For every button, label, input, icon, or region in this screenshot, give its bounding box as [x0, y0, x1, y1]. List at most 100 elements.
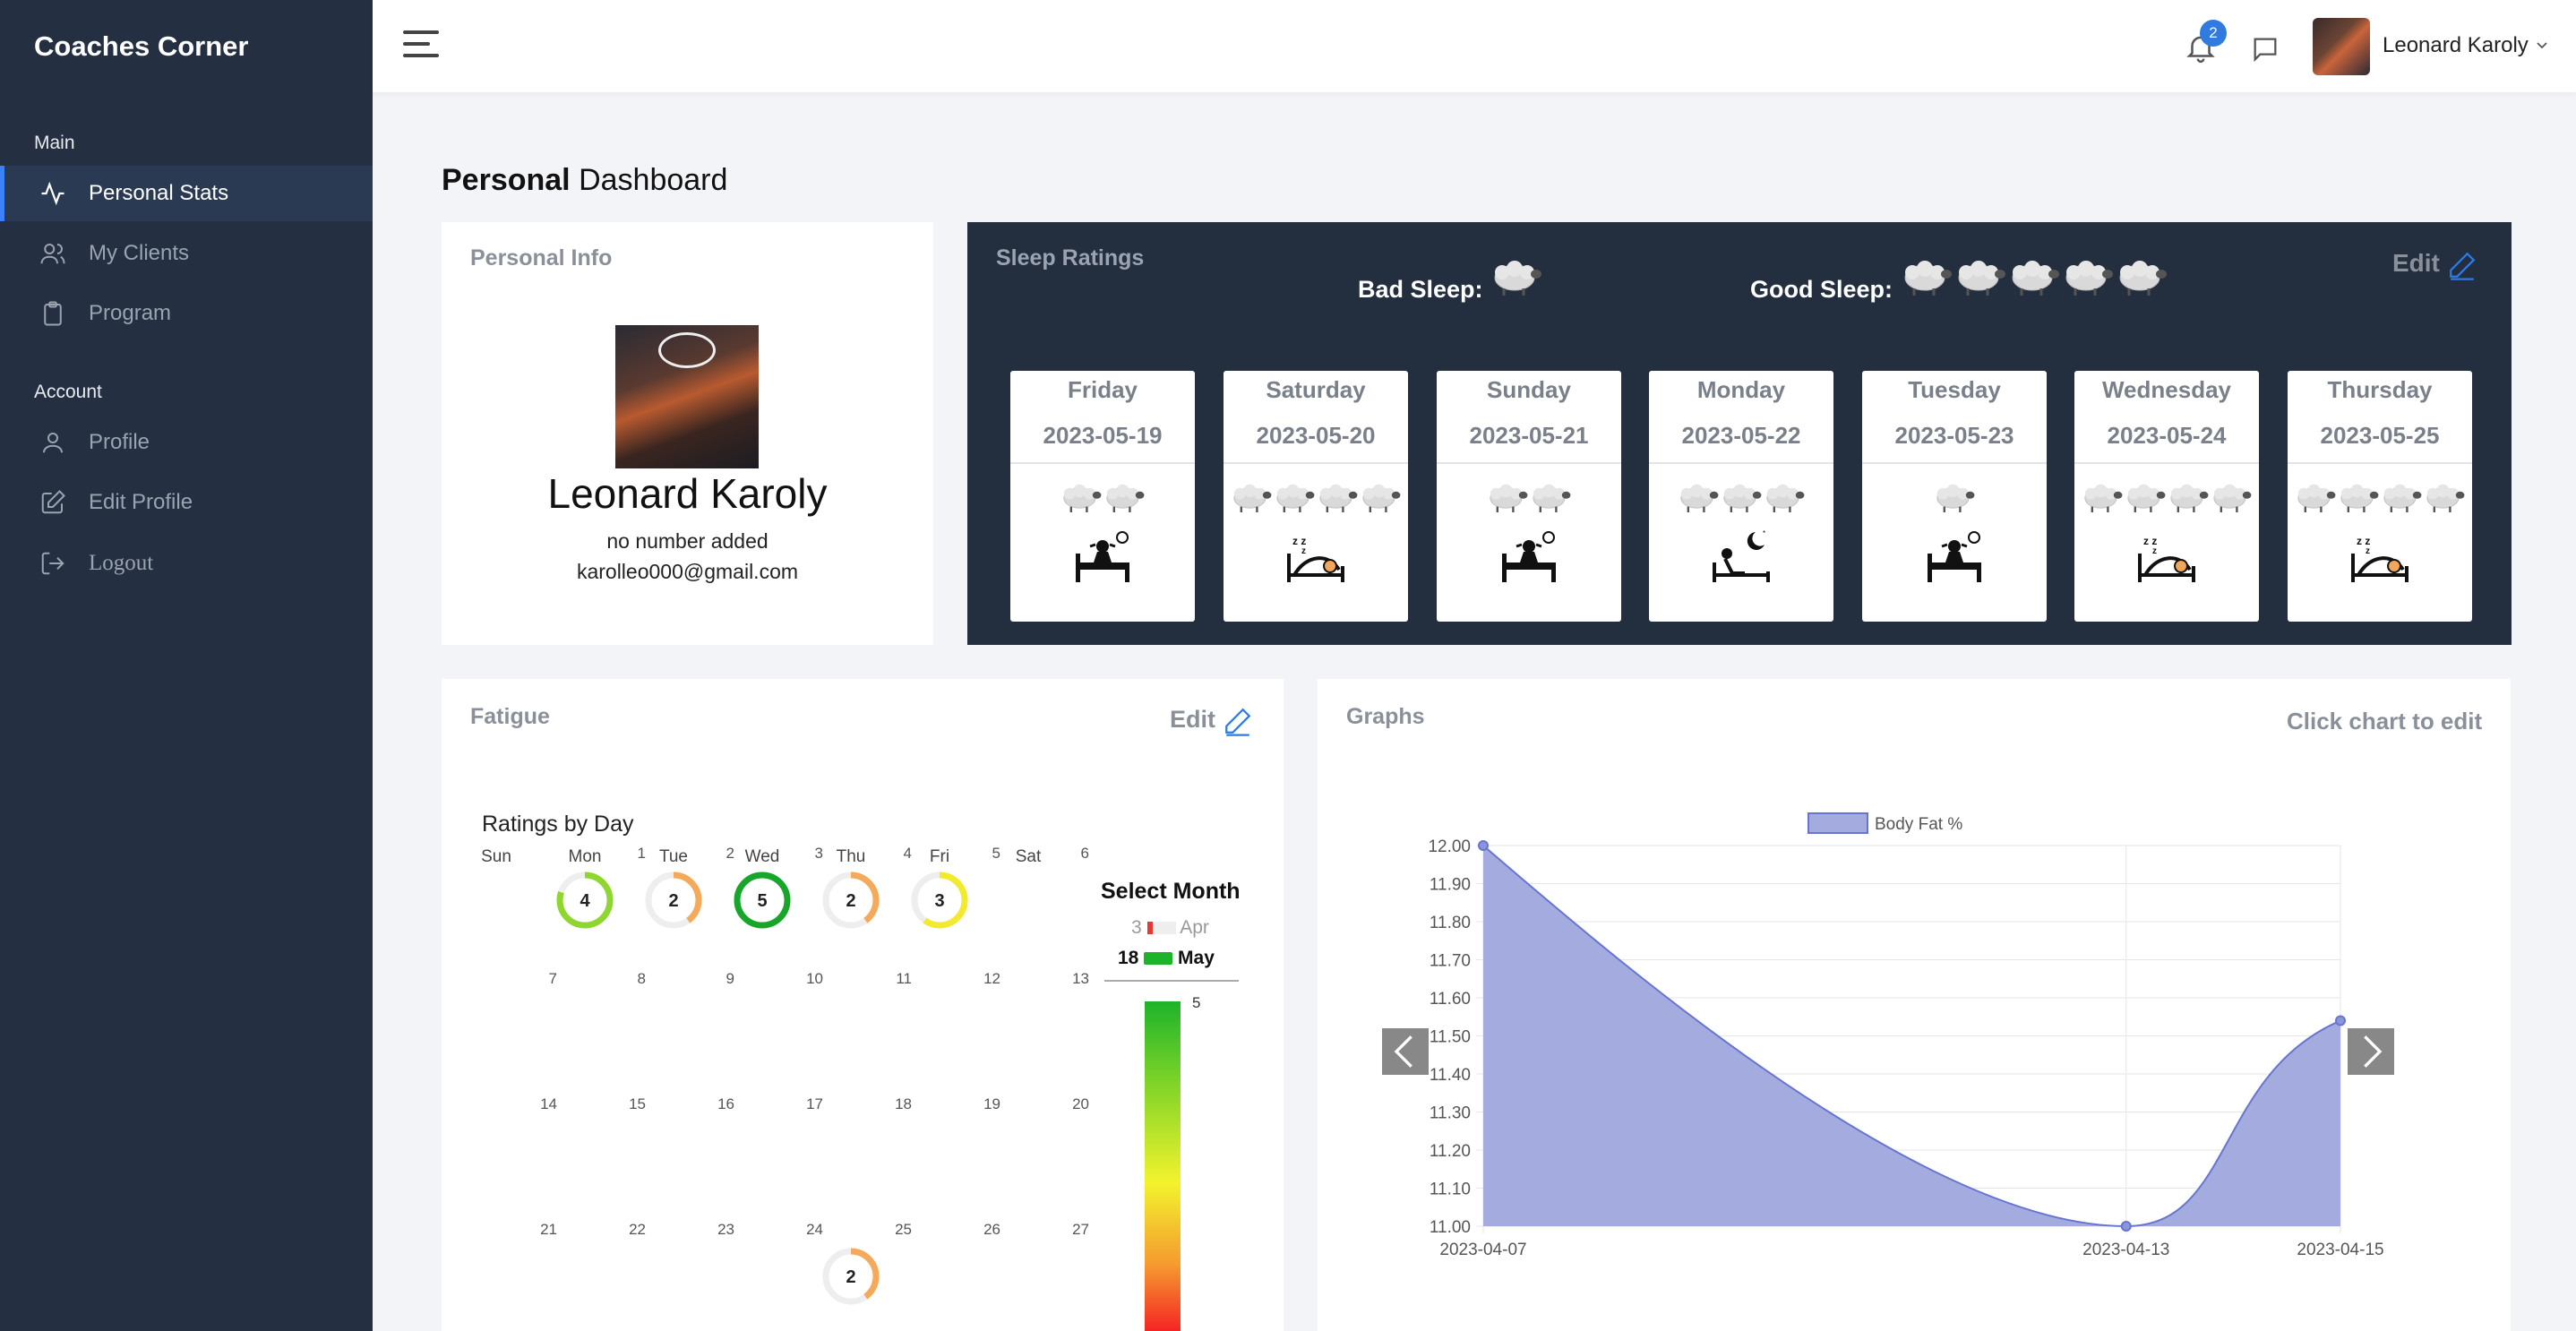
sheep-rating	[1437, 482, 1621, 520]
calendar-date[interactable]: 15	[629, 1095, 646, 1112]
sheep-icon	[1273, 484, 1316, 518]
scale-max-label: 5	[1192, 994, 1201, 1011]
brand-title[interactable]: Coaches Corner	[34, 30, 249, 62]
y-tick-label: 11.00	[1430, 1218, 1471, 1237]
chart-next-button[interactable]	[2348, 1028, 2394, 1075]
sleep-day-card[interactable]: Sunday 2023-05-21	[1437, 371, 1621, 622]
sidebar-item-label: My Clients	[89, 241, 190, 265]
series-line	[1482, 845, 2341, 1228]
sheep-icon	[1316, 484, 1359, 518]
sleep-day-card[interactable]: Monday 2023-05-22 *	[1649, 371, 1833, 622]
card-title: Personal Info	[470, 245, 613, 270]
legend-swatch	[1807, 812, 1868, 834]
calendar-date[interactable]: 11	[896, 970, 912, 987]
bed-moon-icon: *	[1649, 527, 1833, 596]
calendar-date[interactable]: 9	[726, 970, 734, 987]
calendar-date[interactable]: 12	[983, 970, 1000, 987]
fatigue-edit-button[interactable]: Edit	[1170, 706, 1253, 736]
svg-text:z: z	[1301, 546, 1306, 556]
svg-text:2: 2	[846, 1267, 855, 1287]
calendar-date[interactable]: 3	[814, 845, 823, 862]
user-name[interactable]: Leonard Karoly	[2383, 33, 2529, 57]
chart-prev-button[interactable]	[1382, 1028, 1429, 1075]
calendar-date[interactable]: 13	[1072, 970, 1089, 987]
sleep-day-card[interactable]: Friday 2023-05-19	[1010, 371, 1195, 622]
body-fat-chart[interactable]: 12.00 11.90 11.80 11.70 11.60 11.50 11.40 11.30…	[1318, 679, 2511, 1331]
user-icon	[43, 433, 63, 453]
avatar[interactable]	[2313, 18, 2370, 75]
calendar-date[interactable]: 23	[717, 1221, 734, 1238]
chat-icon[interactable]	[2250, 34, 2280, 64]
fatigue-rating-donut[interactable]: 2	[642, 869, 705, 932]
fatigue-rating-donut[interactable]: 2	[820, 869, 882, 932]
fatigue-card: Fatigue Edit Ratings by Day Sun Mon Tue Wed…	[442, 679, 1284, 1331]
calendar-date[interactable]: 19	[983, 1095, 1000, 1112]
card-title: Fatigue	[470, 704, 550, 729]
calendar-date[interactable]: 10	[806, 970, 823, 987]
sheep-icon	[1060, 484, 1103, 518]
calendar-date[interactable]: 27	[1072, 1221, 1089, 1238]
calendar-date[interactable]: 14	[540, 1095, 557, 1112]
calendar-date[interactable]: 16	[717, 1095, 734, 1112]
calendar-date[interactable]: 20	[1072, 1095, 1089, 1112]
menu-toggle-icon[interactable]	[403, 30, 439, 59]
calendar-date[interactable]: 2	[726, 845, 734, 862]
fatigue-rating-donut[interactable]: 3	[908, 869, 971, 932]
sheep-rating	[1224, 482, 1408, 520]
calendar-date[interactable]: 22	[629, 1221, 646, 1238]
calendar-date[interactable]: 6	[1080, 845, 1089, 862]
notification-badge[interactable]: 2	[2200, 20, 2227, 47]
sidebar-item-profile[interactable]: Profile	[0, 415, 373, 470]
sidebar-item-personal-stats[interactable]: Personal Stats	[0, 166, 373, 221]
svg-text:z: z	[2366, 546, 2370, 556]
sheep-icon	[2337, 484, 2380, 518]
sleep-edit-button[interactable]: Edit	[2392, 249, 2477, 280]
calendar-date[interactable]: 24	[806, 1221, 823, 1238]
month-option-apr[interactable]: 3 Apr	[1131, 917, 1209, 938]
calendar-date[interactable]: 8	[637, 970, 646, 987]
sheep-icon	[1763, 484, 1806, 518]
sidebar-item-program[interactable]: Program	[0, 286, 373, 341]
activity-icon	[41, 181, 64, 206]
sheep-icon	[2423, 484, 2466, 518]
calendar-date[interactable]: 17	[806, 1095, 823, 1112]
fatigue-rating-donut[interactable]: 2	[820, 1245, 882, 1308]
sleep-day-card[interactable]: Tuesday 2023-05-23	[1862, 371, 2047, 622]
sheep-icon	[2167, 484, 2210, 518]
card-title: Sleep Ratings	[996, 245, 1145, 270]
calendar-date[interactable]: 21	[540, 1221, 557, 1238]
pencil-icon	[1224, 708, 1250, 736]
card-title: Graphs	[1346, 704, 1425, 729]
month-option-may[interactable]: 18 May	[1118, 948, 1215, 968]
chevron-down-icon[interactable]	[2535, 38, 2549, 52]
sidebar-item-edit-profile[interactable]: Edit Profile	[0, 475, 373, 530]
weekday-label: Sat	[1015, 847, 1042, 866]
series-area	[1483, 846, 2340, 1226]
y-tick-label: 11.70	[1430, 952, 1471, 971]
day-name: Thursday	[2327, 376, 2433, 403]
sheep-icon	[2380, 484, 2423, 518]
fatigue-rating-donut[interactable]: 5	[731, 869, 794, 932]
svg-text:z z: z z	[1292, 535, 1306, 547]
calendar-date[interactable]: 5	[992, 845, 1000, 862]
profile-phone: no number added	[606, 529, 769, 553]
bad-sleep-legend: Bad Sleep:	[1358, 258, 1543, 304]
calendar-date[interactable]: 18	[895, 1095, 912, 1112]
calendar-date[interactable]: 25	[895, 1221, 912, 1238]
calendar-date[interactable]: 4	[903, 845, 912, 862]
sheep-icon	[2210, 484, 2253, 518]
calendar-date[interactable]: 26	[983, 1221, 1000, 1238]
good-sleep-legend: Good Sleep:	[1750, 258, 2168, 304]
sidebar-item-logout[interactable]: Logout	[0, 536, 373, 591]
calendar-date[interactable]: 7	[548, 970, 557, 987]
day-name: Saturday	[1266, 376, 1366, 403]
svg-text:5: 5	[757, 891, 767, 911]
x-tick-label: 2023-04-07	[1439, 1241, 1526, 1259]
fatigue-rating-donut[interactable]: 4	[554, 869, 616, 932]
calendar-date[interactable]: 1	[637, 845, 646, 862]
sidebar-item-my-clients[interactable]: My Clients	[0, 226, 373, 281]
